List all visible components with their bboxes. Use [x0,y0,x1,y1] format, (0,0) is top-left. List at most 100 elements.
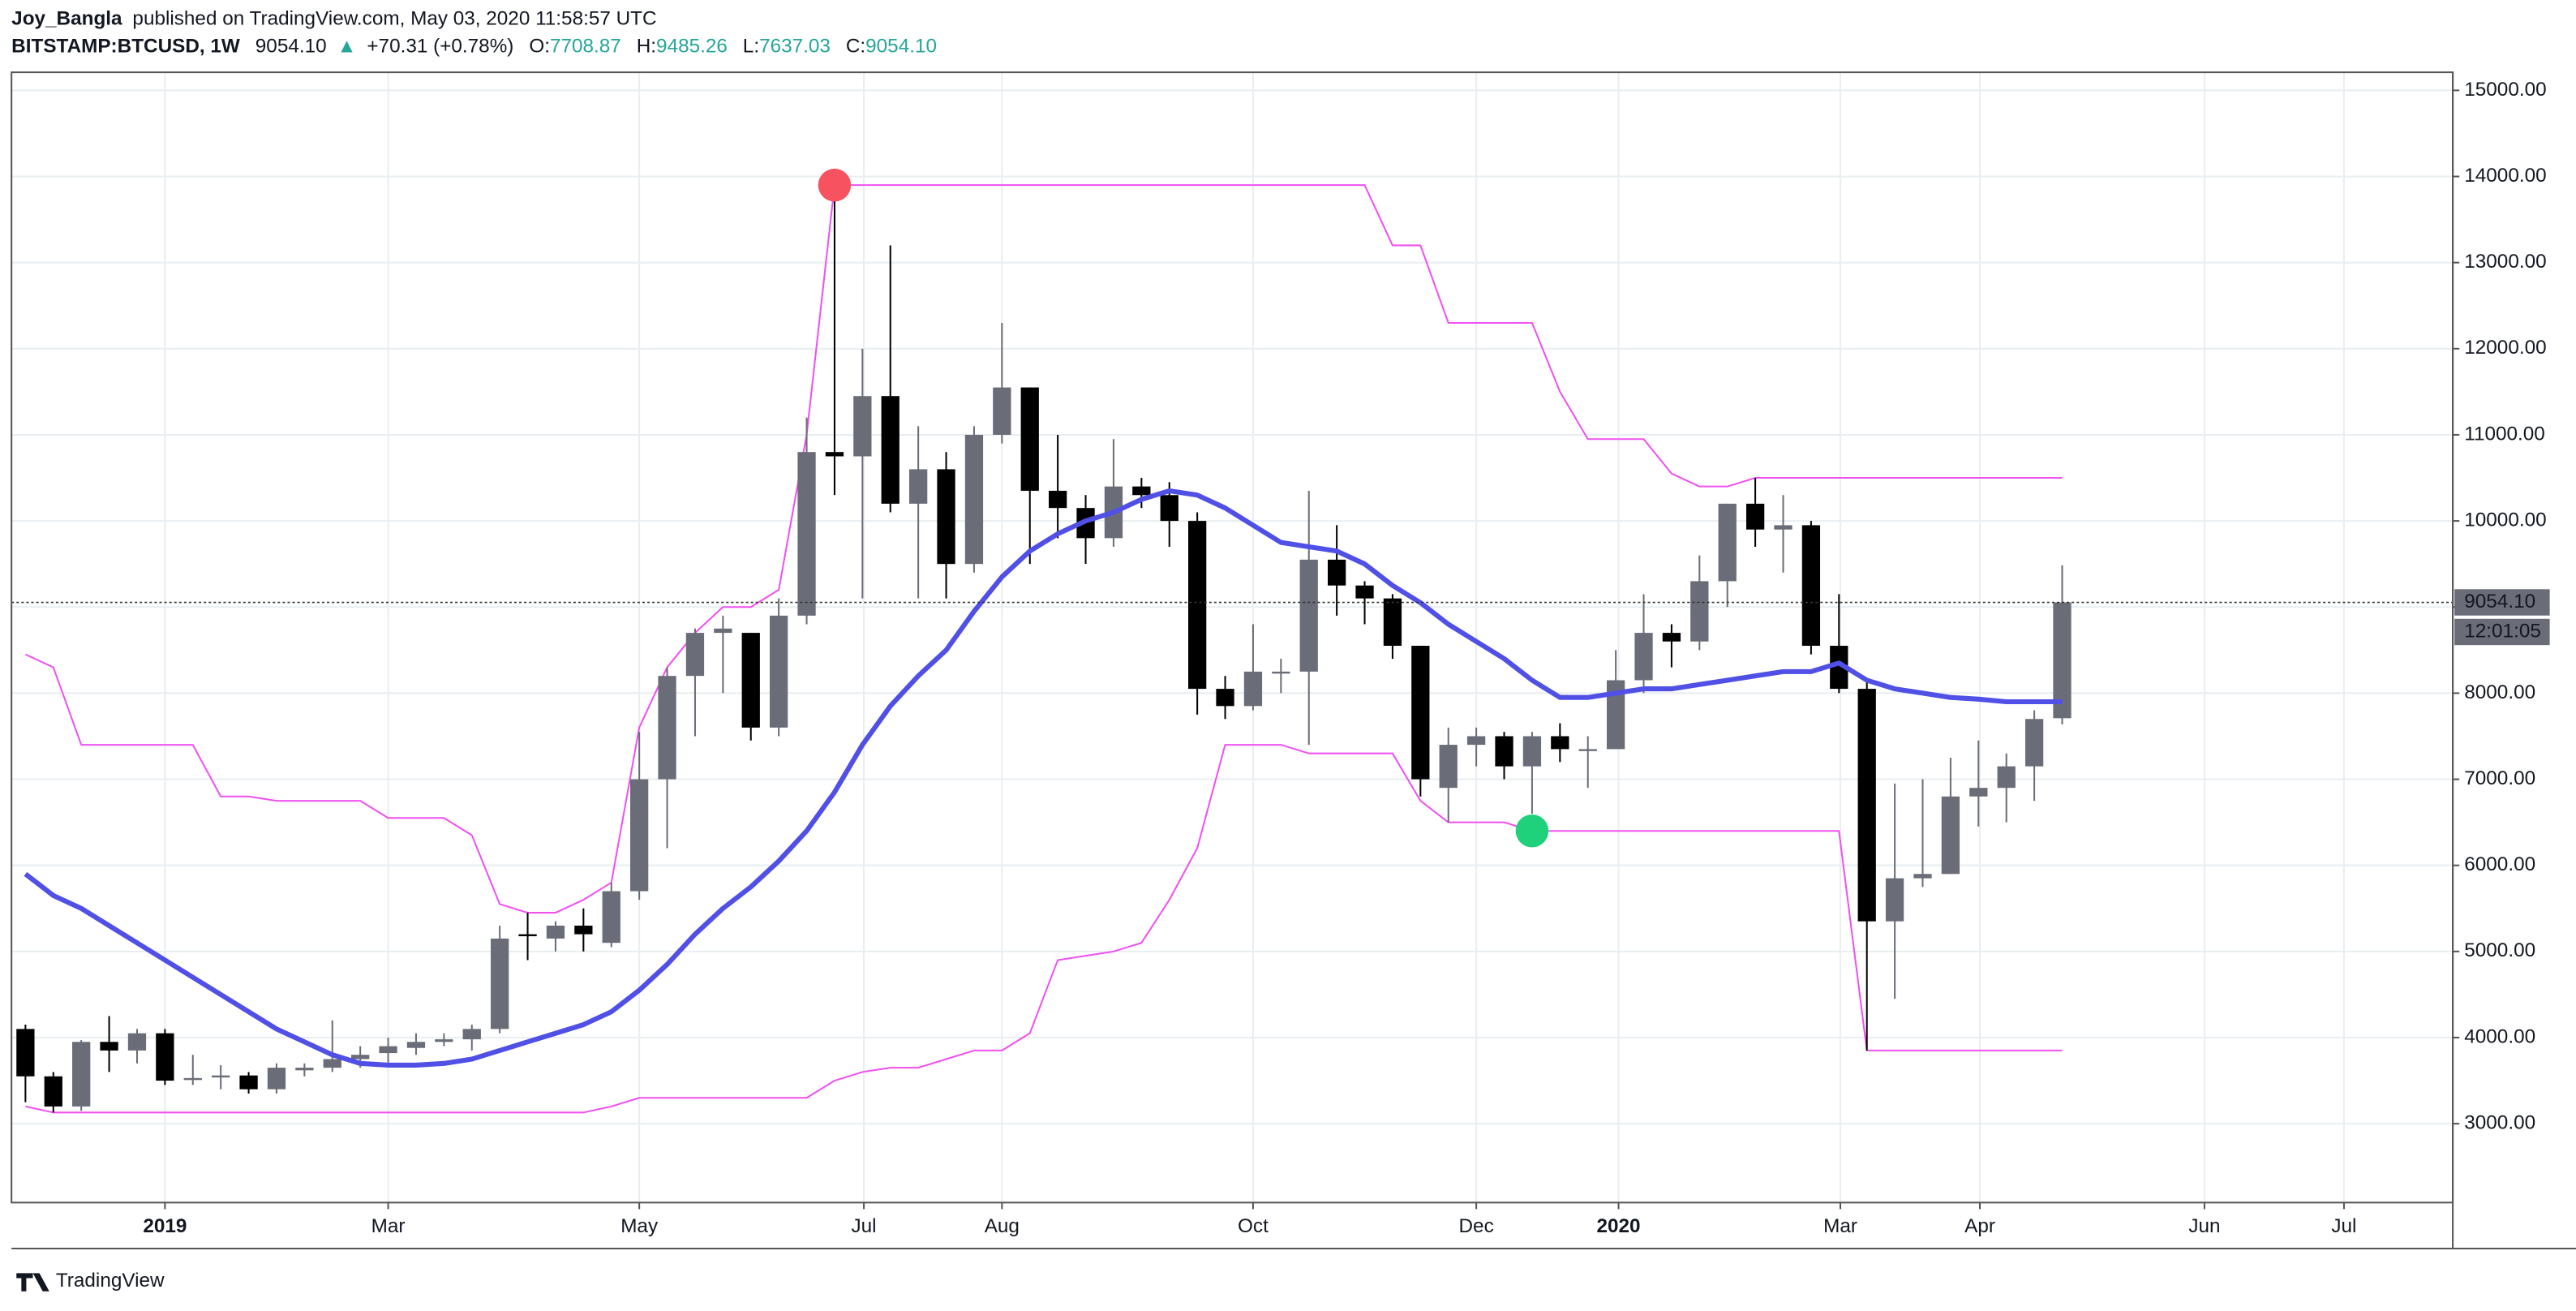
candle-body [435,1039,453,1042]
candle-body [1606,680,1625,750]
candle-body [212,1075,230,1078]
candle-body [574,925,593,935]
candle-body [993,387,1011,435]
price-tag-label: 9054.10 [2464,591,2535,613]
candle-body [1830,646,1848,690]
signal-marker [1515,814,1549,848]
candle-body [825,452,844,457]
candle-body [1187,521,1207,690]
candle-body [1718,503,1737,582]
candle-body [797,452,816,616]
candle-body [741,633,760,728]
candle-body [770,615,788,728]
x-tick-label: Dec [1459,1215,1494,1237]
candle-body [546,925,565,939]
y-tick-label: 10000.00 [2464,509,2546,531]
y-tick-label: 3000.00 [2464,1112,2535,1134]
candle-body [1522,736,1542,767]
price-tag [2454,589,2550,616]
candle-body [1941,796,1960,875]
y-tick-label: 13000.00 [2464,251,2546,273]
candle-body [1355,585,1374,599]
change: +70.31 (+0.78%) [367,36,513,58]
y-tick-label: 6000.00 [2464,853,2535,875]
x-tick-label: 2020 [1597,1215,1641,1237]
candle-body [295,1068,314,1071]
candle-body [630,779,649,892]
candle-body [1495,736,1513,767]
candle-body [1020,387,1039,491]
y-tick-label: 8000.00 [2464,681,2535,703]
channel-upper [24,184,2063,914]
candle-body [239,1075,258,1090]
close-key: C: [846,36,865,58]
grid [11,72,2454,1203]
candle-body [1774,525,1792,530]
candle-body [156,1033,174,1081]
candle-body [72,1042,91,1107]
plot [11,168,2454,1114]
candle-body [1243,671,1263,707]
candle-body [1439,745,1458,789]
x-tick-label: 2019 [143,1215,187,1237]
open-value: 7708.87 [550,36,621,58]
low-key: L: [743,36,759,58]
candle-body [1857,689,1876,922]
candle-body [406,1042,426,1048]
candle-body [351,1055,370,1060]
candle-body [1969,788,1988,797]
candle-body [267,1068,286,1090]
x-tick-label: Jul [2331,1215,2356,1237]
candle-body [1662,633,1681,642]
candle-body [1885,878,1904,922]
published: published on TradingView.com, May 03, 20… [132,8,656,30]
candle-body [1466,736,1486,746]
y-tick-label: 14000.00 [2464,165,2546,187]
candle-body [1913,874,1932,879]
candle-body [964,434,984,565]
symbol: BITSTAMP:BTCUSD, 1W [11,36,240,58]
candle-body [16,1029,35,1077]
candle-body [183,1077,202,1081]
x-tick-label: Aug [985,1215,1020,1237]
channel-lower [25,744,2063,1114]
candle-body [1327,559,1346,586]
x-tick-label: Apr [1964,1215,1995,1237]
candle-body [1690,581,1709,642]
open-key: O: [529,36,550,58]
candle-body [1216,689,1234,707]
high-value: 9485.26 [656,36,728,58]
low-value: 7637.03 [759,36,831,58]
x-tick-label: Jul [852,1215,877,1237]
close-value: 9054.10 [865,36,937,58]
y-tick-label: 5000.00 [2464,939,2535,961]
author: Joy_Bangla [11,8,122,30]
timer-tag [2454,618,2550,646]
y-tick-label: 15000.00 [2464,79,2546,101]
y-tick-label: 12000.00 [2464,337,2546,359]
candle-body [462,1029,481,1040]
x-tick-label: Mar [1823,1215,1857,1237]
candle-body [1272,671,1290,674]
candle-body [100,1042,118,1051]
candle-body [1578,749,1597,751]
plot-frame [11,71,2454,1204]
candle-body [1411,646,1430,780]
candle-body [518,934,537,937]
candle-body [1048,490,1067,509]
candle-body [1132,486,1151,496]
candle-body [1160,495,1179,522]
x-tick-label: Oct [1238,1215,1269,1237]
candle-body [1745,503,1765,530]
axes: 3000.00 4000.00 5000.00 6000.00 7000.00 8000.… [143,79,2550,1237]
x-tick-label: May [620,1215,659,1237]
arrow: ▲ [337,36,356,58]
timer-tag-label: 12:01:05 [2464,620,2541,642]
y-tick-label: 11000.00 [2464,423,2545,445]
candle-body [44,1076,62,1107]
high-key: H: [637,36,656,58]
x-tick-label: Mar [371,1215,406,1237]
candle-body [685,633,705,677]
candle-body [323,1059,341,1068]
moving-average [24,488,2063,1068]
